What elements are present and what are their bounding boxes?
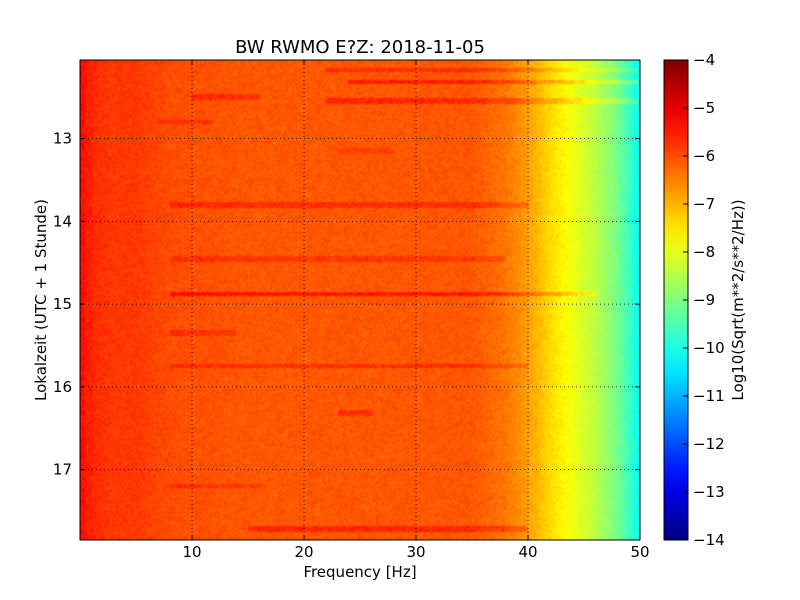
colorbar-tick-label: −14 [693, 531, 725, 549]
x-tick-label: 20 [294, 543, 313, 561]
grid-lines [80, 60, 640, 540]
y-tick-label: 17 [53, 461, 72, 479]
x-axis: 10 20 30 40 50 [182, 60, 650, 561]
y-axis: 13 14 15 16 17 [53, 130, 640, 479]
colorbar-tick-label: −10 [693, 339, 725, 357]
x-tick-label: 10 [182, 543, 201, 561]
colorbar-tick-label: −8 [693, 243, 715, 261]
plot-area: 10 20 30 40 50 13 14 15 16 17 [53, 59, 650, 561]
colorbar-ticks: −4 −5 −6 −7 −8 −9 −10 −11 −12 −13 −14 [683, 51, 725, 549]
y-axis-label: Lokalzeit (UTC + 1 Stunde) [32, 199, 50, 401]
colorbar-label: Log10(Sqrt(m**2/s**2/Hz)) [729, 199, 747, 400]
colorbar-tick-label: −13 [693, 483, 725, 501]
colorbar-tick-label: −4 [693, 51, 715, 69]
x-tick-label: 50 [630, 543, 649, 561]
y-tick-label: 16 [53, 378, 72, 396]
colorbar-tick-label: −9 [693, 291, 715, 309]
spectrogram-heatmap [80, 60, 640, 540]
x-tick-label: 40 [518, 543, 537, 561]
y-tick-label: 15 [53, 295, 72, 313]
colorbar-tick-label: −11 [693, 387, 725, 405]
x-tick-label: 30 [406, 543, 425, 561]
x-axis-label: Frequency [Hz] [303, 563, 416, 581]
colorbar: −4 −5 −6 −7 −8 −9 −10 −11 −12 −13 −14 [663, 51, 725, 549]
colorbar-tick-label: −5 [693, 99, 715, 117]
chart-title: BW RWMO E?Z: 2018-11-05 [235, 37, 485, 58]
colorbar-tick-label: −6 [693, 147, 715, 165]
colorbar-tick-label: −7 [693, 195, 715, 213]
y-tick-label: 14 [53, 212, 72, 230]
y-tick-label: 13 [53, 130, 72, 148]
colorbar-tick-label: −12 [693, 435, 725, 453]
plot-frame [79, 59, 641, 541]
